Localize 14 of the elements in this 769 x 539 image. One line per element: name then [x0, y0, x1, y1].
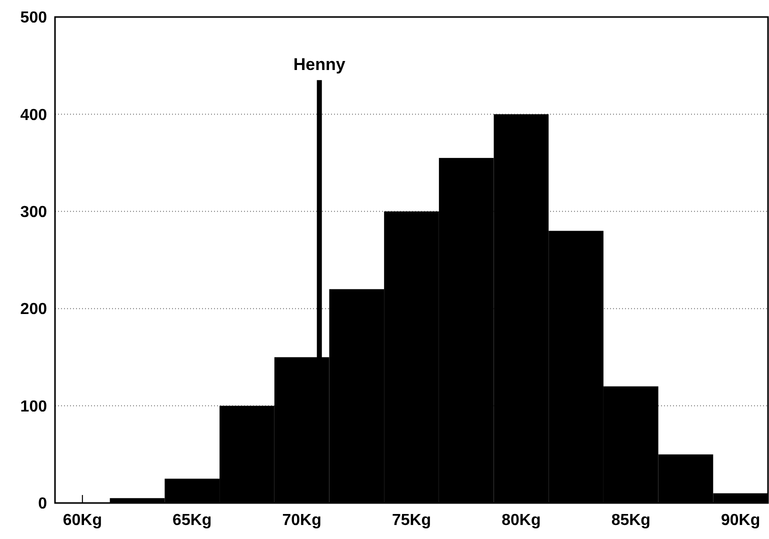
y-tick-label: 400 — [20, 106, 48, 124]
x-tick-label: 70Kg — [282, 512, 322, 529]
y-tick-label: 300 — [20, 204, 48, 221]
y-tick-label: 200 — [20, 301, 48, 318]
x-tick-label: 60Kg — [62, 512, 102, 529]
ref-line-label: Henny — [293, 55, 346, 74]
x-tick-label: 75Kg — [392, 512, 432, 529]
x-tick-label: 80Kg — [502, 512, 541, 529]
y-tick-label: 500 — [20, 10, 48, 27]
y-tick-label: 100 — [20, 398, 48, 416]
x-tick-label: 65Kg — [172, 512, 212, 529]
y-tick-label: 0 — [38, 496, 48, 513]
x-tick-label: 85Kg — [611, 512, 650, 529]
x-tick-label: 90Kg — [721, 512, 760, 529]
